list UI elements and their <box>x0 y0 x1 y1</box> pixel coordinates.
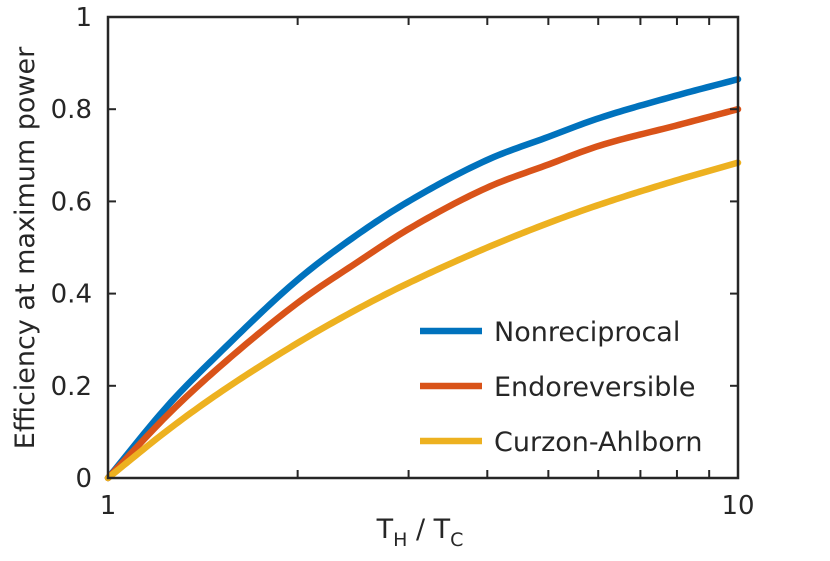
x-axis-label: TH / TC <box>376 514 464 551</box>
x-label-t-h: T <box>376 514 394 545</box>
x-tick-label: 10 <box>721 491 754 521</box>
y-tick-label: 0.4 <box>51 280 92 310</box>
series-line-curzon-ahlborn <box>104 159 742 482</box>
y-tick-label: 1 <box>75 3 92 33</box>
x-label-sub-c: C <box>450 529 463 551</box>
x-label-t-c: T <box>433 514 451 545</box>
y-tick-label: 0.8 <box>51 95 92 125</box>
y-tick-label: 0.2 <box>51 372 92 402</box>
y-tick-label: 0.6 <box>51 187 92 217</box>
x-tick-label: 1 <box>100 491 117 521</box>
series-line-endoreversible <box>104 105 742 482</box>
plot-frame <box>106 15 740 480</box>
legend-label-curzon-ahlborn: Curzon-Ahlborn <box>494 427 703 458</box>
legend-label-endoreversible: Endoreversible <box>494 372 695 403</box>
legend-label-nonreciprocal: Nonreciprocal <box>494 317 680 348</box>
plot-background <box>108 17 738 478</box>
x-label-sub-h: H <box>393 529 407 551</box>
y-tick-label: 0 <box>75 464 92 494</box>
y-axis-label: Efficiency at maximum power <box>10 46 41 449</box>
series-lines <box>104 75 742 482</box>
tick-labels: 0 0.2 0.4 0.6 0.8 1 1 10 <box>51 3 755 521</box>
plot-area <box>108 17 738 478</box>
series-line-nonreciprocal <box>104 75 742 482</box>
legend: Nonreciprocal Endoreversible Curzon-Ahlbor… <box>420 317 703 458</box>
x-label-slash: / <box>407 514 433 545</box>
